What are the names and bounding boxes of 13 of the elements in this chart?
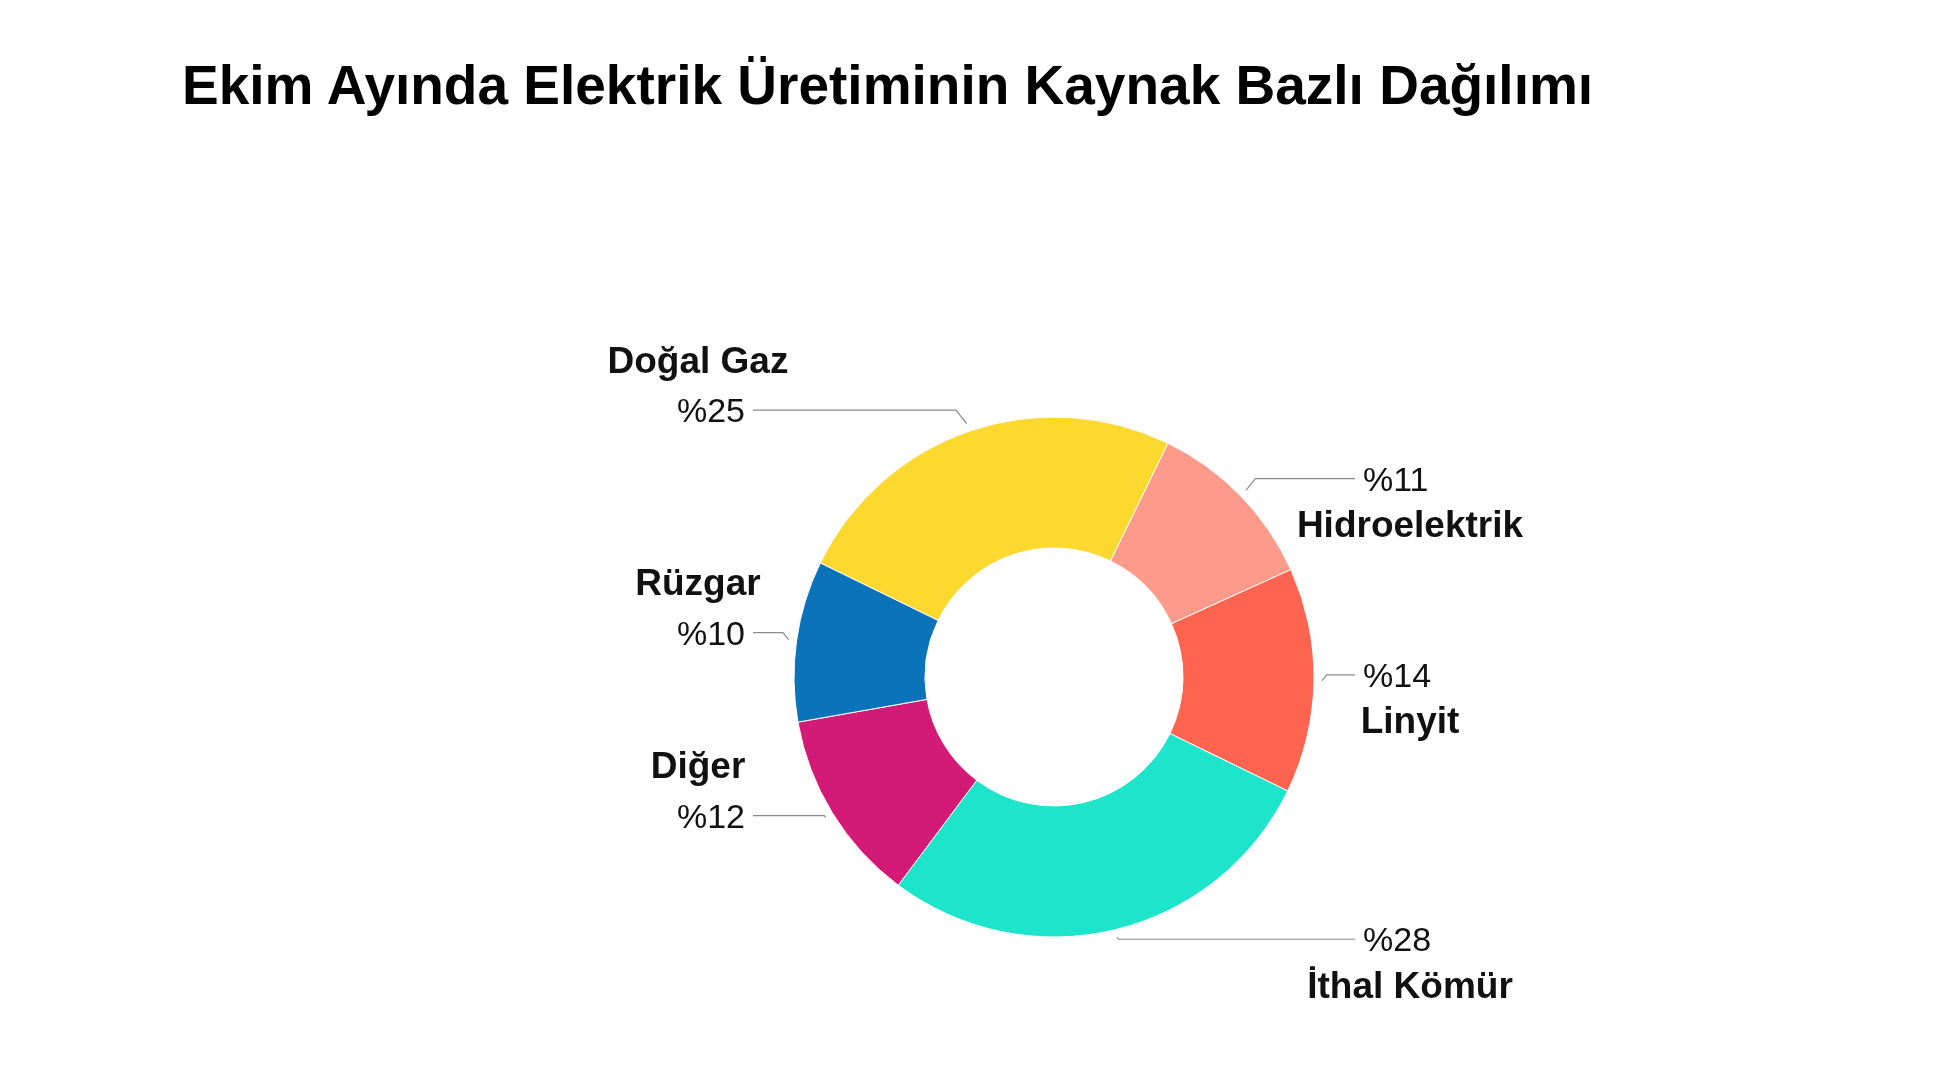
- chart-title: Ekim Ayında Elektrik Üretiminin Kaynak Bazlı Dağılımı: [182, 54, 1594, 116]
- data-label: %10: [676, 613, 745, 652]
- slice-label: Diğer: [650, 745, 746, 787]
- slice-label: Hidroelektrik: [1296, 504, 1524, 546]
- data-label: %11: [1363, 459, 1429, 498]
- data-label: %12: [676, 796, 745, 835]
- data-label: %28: [1363, 920, 1432, 959]
- slice-label: Doğal Gaz: [607, 339, 789, 381]
- slice-label: Linyit: [1360, 700, 1460, 742]
- data-label: %25: [676, 391, 745, 430]
- slice-label: Rüzgar: [635, 562, 761, 604]
- slice-label: İthal Kömür: [1307, 964, 1513, 1006]
- data-label: %14: [1363, 655, 1432, 694]
